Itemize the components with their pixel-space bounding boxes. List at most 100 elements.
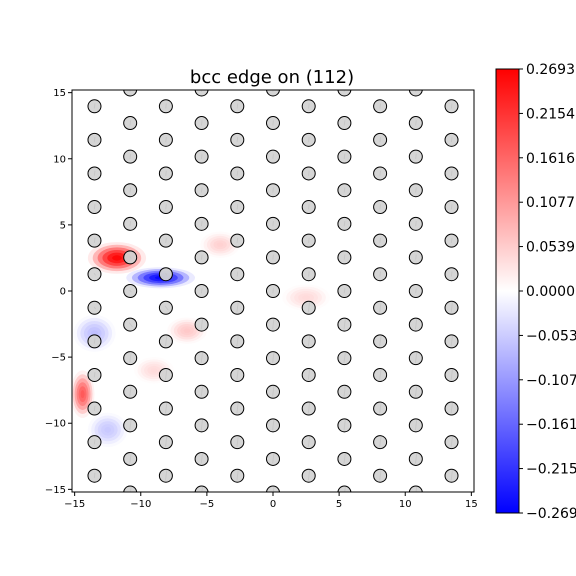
atom <box>123 351 138 366</box>
atom <box>301 233 316 248</box>
atom <box>408 216 423 231</box>
atom <box>301 300 316 315</box>
atom <box>158 300 173 315</box>
atom <box>194 485 209 492</box>
colorbar-tick-label: −0.269 <box>526 506 576 522</box>
atom <box>266 451 280 466</box>
atom <box>87 267 102 282</box>
atom <box>266 317 280 332</box>
atom <box>123 183 138 198</box>
atom <box>266 116 280 131</box>
atom <box>301 99 316 114</box>
atom <box>373 435 388 450</box>
atom <box>266 149 280 164</box>
atom <box>230 99 245 114</box>
atom <box>266 418 280 433</box>
colorbar-tick-label: 0.2693 <box>526 62 575 78</box>
atom <box>266 250 280 265</box>
atom <box>87 468 102 483</box>
atom <box>230 334 245 349</box>
atom <box>301 267 316 282</box>
atom <box>123 485 138 492</box>
atom <box>194 183 209 198</box>
atom <box>337 384 352 399</box>
atom <box>87 233 102 248</box>
colorbar-tick-label: −0.107 <box>526 373 576 389</box>
plot-area: −15 −10 −5 0 5 10 15 −15 −10 −5 0 5 10 15 <box>45 88 478 510</box>
atom <box>87 166 102 181</box>
x-tick-label: 15 <box>465 499 478 510</box>
atom <box>230 367 245 382</box>
colorbar-gradient <box>495 68 520 514</box>
atom <box>444 435 459 450</box>
atom <box>266 90 280 97</box>
strain-heatmap <box>72 231 330 448</box>
atom <box>123 216 138 231</box>
atom <box>87 99 102 114</box>
y-tick-label: −10 <box>45 419 66 430</box>
x-tick-label: −10 <box>130 499 151 510</box>
atom <box>266 216 280 231</box>
strain-region-7 <box>282 284 330 311</box>
atom <box>230 233 245 248</box>
atom <box>87 132 102 147</box>
atom <box>194 384 209 399</box>
atom <box>408 451 423 466</box>
atom <box>301 468 316 483</box>
atom <box>373 401 388 416</box>
atom <box>444 233 459 248</box>
atom <box>373 367 388 382</box>
y-tick-label: −5 <box>51 353 66 364</box>
atom <box>266 384 280 399</box>
atom <box>123 90 138 97</box>
atom <box>337 250 352 265</box>
atom <box>444 468 459 483</box>
y-tick-label: −15 <box>45 485 66 496</box>
x-tick-label: 0 <box>270 499 276 510</box>
atom <box>337 284 352 298</box>
atom <box>444 300 459 315</box>
atom <box>408 485 423 492</box>
atom <box>444 99 459 114</box>
atom <box>123 317 138 332</box>
atom <box>337 116 352 131</box>
atom <box>373 334 388 349</box>
atom <box>408 149 423 164</box>
atom <box>337 485 352 492</box>
atom <box>230 468 245 483</box>
atom <box>373 132 388 147</box>
atom <box>337 149 352 164</box>
strain-region-5 <box>167 317 207 344</box>
atom <box>444 132 459 147</box>
atom <box>337 351 352 366</box>
atom <box>444 401 459 416</box>
atom <box>373 99 388 114</box>
colorbar-tick-label: −0.161 <box>526 417 576 433</box>
atom <box>301 435 316 450</box>
atom <box>158 166 173 181</box>
atom <box>230 300 245 315</box>
atom <box>194 284 209 298</box>
atom <box>194 116 209 131</box>
atom <box>87 367 102 382</box>
atom <box>123 418 138 433</box>
atom <box>158 200 173 215</box>
atom <box>408 384 423 399</box>
atom-markers <box>87 90 459 492</box>
colorbar-tick-label: 0.2154 <box>526 106 575 122</box>
x-tick-label: 5 <box>336 499 342 510</box>
atom <box>87 300 102 315</box>
atom <box>301 132 316 147</box>
atom <box>158 367 173 382</box>
atom <box>408 90 423 97</box>
atom <box>337 90 352 97</box>
atom <box>408 250 423 265</box>
atom <box>408 317 423 332</box>
atom <box>230 401 245 416</box>
atom <box>123 250 138 265</box>
atom <box>373 166 388 181</box>
atom <box>87 401 102 416</box>
atom <box>194 250 209 265</box>
atom <box>123 451 138 466</box>
